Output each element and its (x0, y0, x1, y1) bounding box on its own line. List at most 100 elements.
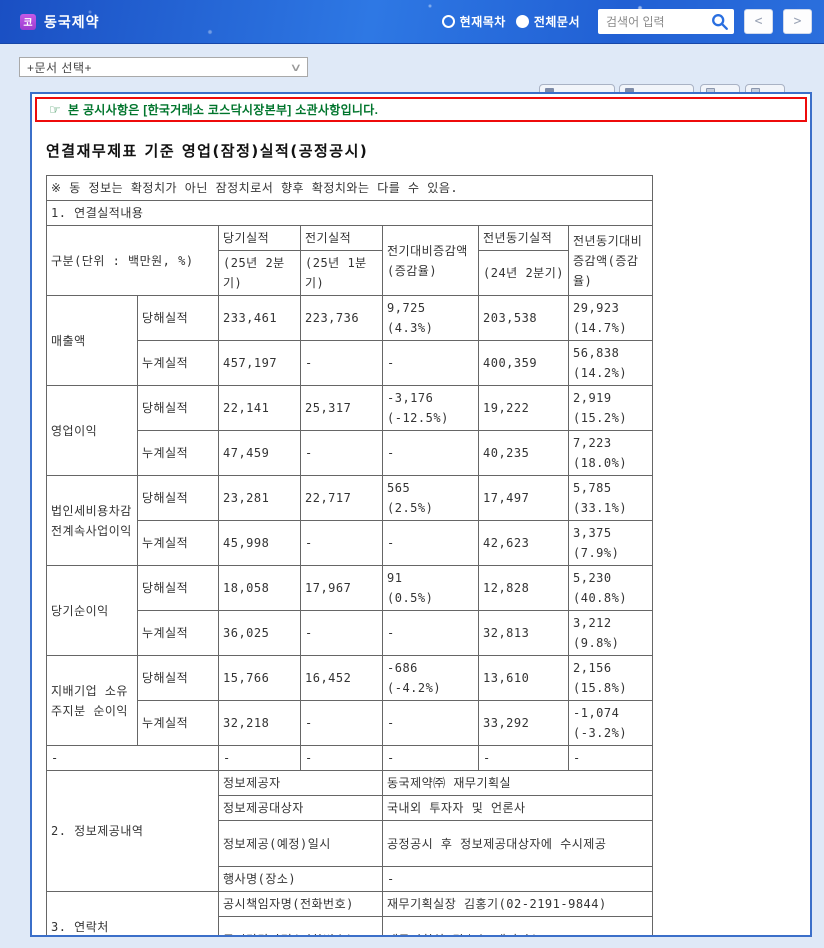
cell-rate: (18.0%) (573, 456, 628, 470)
cell-value: - (387, 716, 395, 730)
table-row: - - - - - - (46, 745, 654, 771)
cell-value: 32,813 (483, 626, 530, 640)
cell-value: 16,452 (305, 671, 352, 685)
table-row: 정보제공(예정)일시 공정공시 후 정보제공대상자에 수시제공 (47, 820, 654, 867)
search-input[interactable] (598, 9, 734, 34)
value-cell: -1,074 (-3.2%) (567, 700, 654, 746)
cell-value: 400,359 (483, 356, 538, 370)
cell-value: 23,281 (223, 491, 270, 505)
cell-value: - (387, 626, 395, 640)
table-row: 행사명(장소) - (47, 866, 654, 892)
value-cell: 45,998 (218, 520, 301, 566)
value-cell: 22,141 (218, 385, 301, 431)
col-header-yoy-change: 전년동기대비증감액(증감율) (567, 225, 654, 296)
table-row: 3. 연락처 공시책임자명(전화번호) 재무기획실장 김홍기(02-2191-9… (46, 891, 654, 935)
value-cell: - (382, 340, 479, 386)
value-cell: 12,828 (478, 565, 569, 611)
document-select[interactable]: +문서 선택+ ∨ (19, 57, 308, 77)
document-select-value: +문서 선택+ (27, 60, 93, 75)
cell-value: 5,785 (573, 481, 612, 495)
dash-cell: - (382, 745, 479, 771)
cell-value: 12,828 (483, 581, 530, 595)
value-cell: 5,230 (40.8%) (567, 565, 654, 611)
value-cell: 18,058 (218, 565, 301, 611)
cell-rate: (9.8%) (573, 636, 620, 650)
cell-rate: (2.5%) (387, 501, 434, 515)
radio-unselected-icon (515, 15, 529, 28)
value-cell: - (382, 610, 479, 656)
contact-value-cell: 재무기획실장 김홍기(02-2191-9844) (381, 891, 654, 917)
radio-all-documents[interactable]: 전체문서 (515, 13, 580, 30)
cell-value: 40,235 (483, 446, 530, 460)
row-label-cell: 당해실적 (137, 655, 219, 701)
table-header-row: 구분(단위 : 백만원, %) 당기실적 전기실적 전기대비증감액(증감율) 전… (46, 225, 654, 296)
info-value-cell: - (381, 866, 654, 892)
cell-value: 91 (387, 571, 403, 585)
cell-value: 25,317 (305, 401, 352, 415)
cell-rate: (14.7%) (573, 321, 628, 335)
dash-cell: - (46, 745, 219, 771)
cell-value: -3,176 (387, 391, 434, 405)
dash-cell: - (218, 745, 301, 771)
cell-value: 223,736 (305, 311, 360, 325)
radio-all-documents-label: 전체문서 (533, 15, 580, 29)
info-label-cell: 행사명(장소) (218, 866, 383, 892)
row-label-cell: 당해실적 (137, 295, 219, 341)
cell-value: 29,923 (573, 301, 620, 315)
value-cell: 42,623 (478, 520, 569, 566)
prev-result-button[interactable]: < (744, 9, 773, 34)
kosdaq-market-badge: 코 (20, 13, 36, 30)
cell-value: 565 (387, 481, 411, 495)
cell-rate: (40.8%) (573, 591, 628, 605)
col-header-category: 구분(단위 : 백만원, %) (46, 225, 219, 296)
cell-value: 22,717 (305, 491, 352, 505)
row-label-cell: 당해실적 (137, 385, 219, 431)
search-icon[interactable] (711, 13, 729, 36)
value-cell: -686 (-4.2%) (382, 655, 479, 701)
value-cell: 233,461 (218, 295, 301, 341)
cell-value: 42,623 (483, 536, 530, 550)
value-cell: 7,223 (18.0%) (567, 430, 654, 476)
info-label-cell: 정보제공자 (218, 770, 383, 796)
disclaimer-cell: ※ 동 정보는 확정치가 아닌 잠정치로서 향후 확정치와는 다를 수 있음. (45, 175, 654, 201)
radio-current-toc[interactable]: 현재목차 (441, 13, 506, 30)
radio-selected-icon (441, 15, 455, 28)
cell-value: 17,497 (483, 491, 530, 505)
value-cell: - (300, 700, 383, 746)
col-header-qoq-change: 전기대비증감액(증감율) (382, 225, 479, 296)
cell-rate: (15.2%) (573, 411, 628, 425)
value-cell: 32,218 (218, 700, 301, 746)
row-label-cell: 누계실적 (137, 340, 219, 386)
value-cell: - (382, 700, 479, 746)
value-cell: 23,281 (218, 475, 301, 521)
value-cell: 47,459 (218, 430, 301, 476)
cell-value: - (387, 536, 395, 550)
value-cell: 2,156 (15.8%) (567, 655, 654, 701)
value-cell: 223,736 (300, 295, 383, 341)
contact-label-cell: 공시담당자명(전화번호) (218, 916, 383, 935)
col-header-previous-period: (25년 1분기) (300, 250, 383, 296)
metric-name-cell: 법인세비용차감전계속사업이익 (46, 475, 138, 566)
table-row: 누계실적 32,218 - - 33,292 -1,074 (-3.2%) (47, 700, 654, 746)
cell-value: - (387, 446, 395, 460)
cell-rate: (-12.5%) (387, 411, 449, 425)
document-icon (625, 88, 634, 94)
row-label-cell: 누계실적 (137, 520, 219, 566)
contact-value-cell: 재무기획실 김효수 매니저(02-2191- (381, 916, 654, 935)
cell-value: 33,292 (483, 716, 530, 730)
value-cell: - (382, 520, 479, 566)
cell-value: 56,838 (573, 346, 620, 360)
value-cell: 13,610 (478, 655, 569, 701)
next-result-button[interactable]: > (783, 9, 812, 34)
col-header-yoy-base-period: (24년 2분기) (478, 250, 569, 296)
jurisdiction-notice: ☞ 본 공시사항은 [한국거래소 코스닥시장본부] 소관사항입니다. (35, 97, 807, 122)
table-row: 정보제공대상자 국내외 투자자 및 언론사 (47, 795, 654, 821)
table-row: 누계실적 36,025 - - 32,813 3,212 (9.8%) (47, 610, 654, 656)
dash-cell: - (478, 745, 569, 771)
table-row: 2. 정보제공내역 정보제공자 동국제약㈜ 재무기획실 (46, 770, 654, 892)
dash-cell: - (300, 745, 383, 771)
jurisdiction-notice-text: 본 공시사항은 [한국거래소 코스닥시장본부] 소관사항입니다. (67, 103, 379, 117)
header-controls: 현재목차 전체문서 < > (441, 9, 812, 36)
value-cell: 29,923 (14.7%) (567, 295, 654, 341)
cell-value: 36,025 (223, 626, 270, 640)
